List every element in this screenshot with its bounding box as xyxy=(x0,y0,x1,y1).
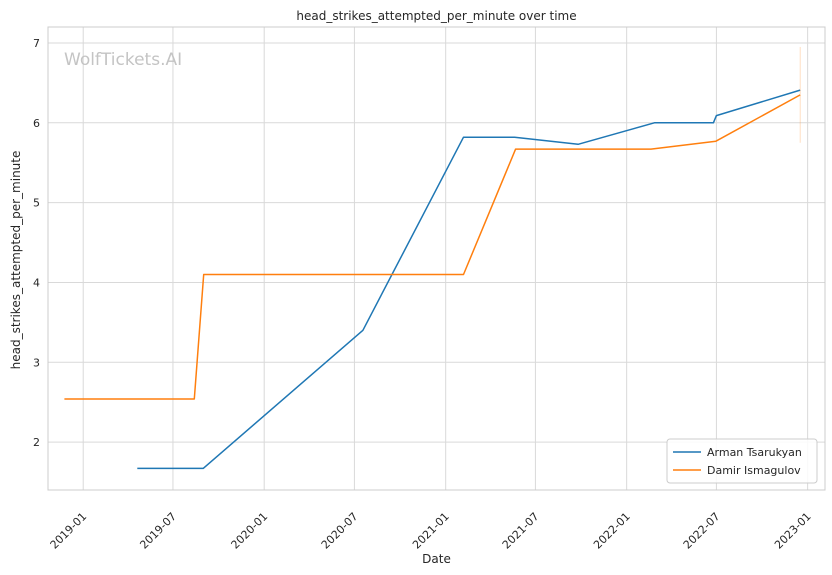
series-line-damir-ismagulov xyxy=(64,94,801,400)
legend-box xyxy=(666,438,818,484)
series-line-arman-tsarukyan xyxy=(137,89,801,470)
x-axis-title: Date xyxy=(422,552,451,566)
chart-title: head_strikes_attempted_per_minute over t… xyxy=(296,9,576,23)
y-tick-label: 5 xyxy=(33,197,40,210)
watermark: WolfTickets.AI xyxy=(64,50,182,70)
y-tick-label: 4 xyxy=(33,276,40,289)
legend-label-damir-ismagulov: Damir Ismagulov xyxy=(707,464,801,477)
y-tick-label: 2 xyxy=(33,436,40,449)
legend: Arman Tsarukyan Damir Ismagulov xyxy=(666,438,818,484)
plot-frame xyxy=(47,26,826,491)
y-tick-label: 7 xyxy=(33,37,40,50)
legend-label-arman-tsarukyan: Arman Tsarukyan xyxy=(707,446,802,459)
y-tick-label: 3 xyxy=(33,356,40,369)
y-tick-label: 6 xyxy=(33,117,40,130)
series-lines xyxy=(64,46,801,470)
y-axis-title: head_strikes_attempted_per_minute xyxy=(9,151,23,370)
